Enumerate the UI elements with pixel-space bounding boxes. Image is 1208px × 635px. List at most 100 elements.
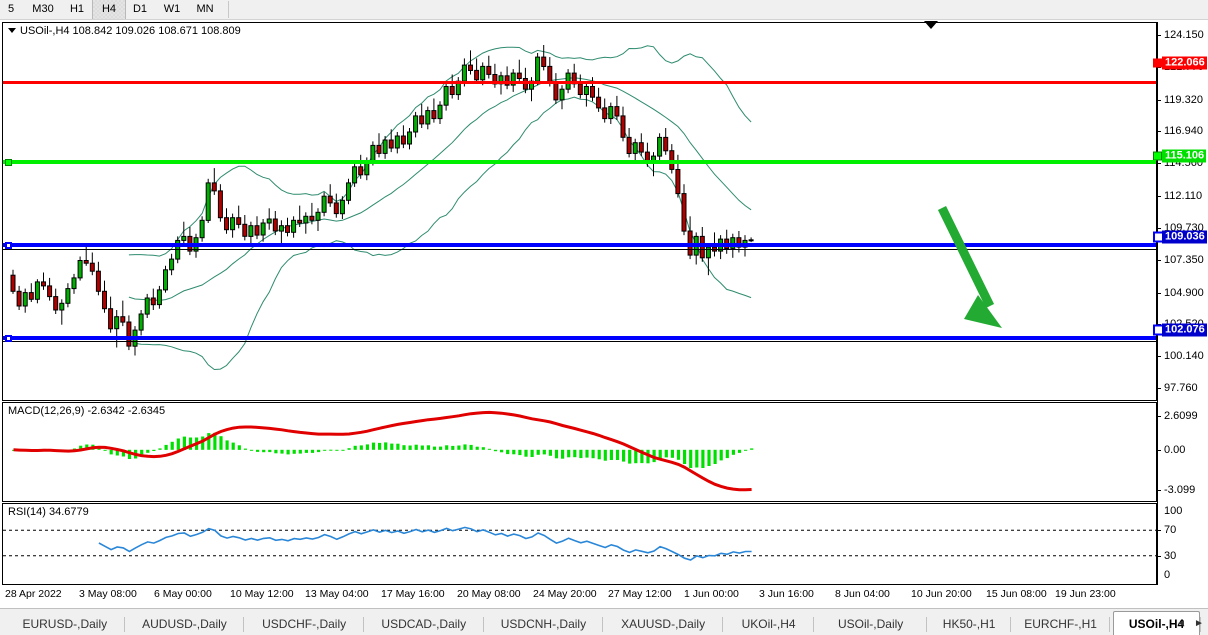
price-tick-label: 107.350	[1164, 253, 1204, 266]
macd-histogram-bar	[573, 449, 577, 458]
price-tick	[1157, 34, 1161, 36]
timeframe-button-d1[interactable]: D1	[132, 3, 148, 15]
candlestick	[583, 82, 589, 107]
tab-divider	[721, 617, 723, 632]
rsi-tick	[1157, 555, 1161, 557]
chart-tab[interactable]: XAUUSD-,Daily	[621, 617, 706, 631]
collapse-triangle-icon[interactable]	[8, 27, 16, 33]
price-level-tag[interactable]: 122.066	[1162, 56, 1207, 70]
support-line-109-handle[interactable]	[5, 242, 12, 249]
macd-pane[interactable]: MACD(12,26,9) -2.6342 -2.6345	[2, 402, 1157, 502]
price-level-tag[interactable]: 102.076	[1162, 323, 1207, 337]
chart-tab[interactable]: EURUSD-,Daily	[22, 617, 108, 631]
price-tick	[1157, 388, 1161, 390]
candlestick	[358, 154, 364, 179]
macd-histogram-bar	[463, 444, 467, 450]
candlestick	[53, 288, 59, 314]
macd-tick	[1157, 449, 1161, 451]
timeframe-button-m30[interactable]: M30	[32, 3, 54, 15]
chart-tab[interactable]: USDCAD-,Daily	[381, 617, 467, 631]
chart-tab-bar[interactable]: EURUSD-,Daily AUDUSD-,Daily USDCHF-,Daily U…	[0, 608, 1208, 635]
macd-histogram-bar	[585, 449, 589, 458]
support-line-115-handle[interactable]	[5, 159, 12, 166]
candlestick	[541, 45, 547, 71]
macd-histogram-bar	[445, 445, 449, 450]
chart-tab[interactable]: USDCNH-,Daily	[500, 617, 587, 631]
price-level-tag[interactable]: 109.036	[1162, 230, 1207, 244]
macd-histogram-bar	[750, 448, 754, 450]
timeframe-button-m5[interactable]: 5	[7, 3, 15, 15]
macd-histogram-bar	[500, 449, 504, 453]
macd-histogram-bar	[603, 449, 607, 461]
candlestick	[333, 193, 339, 218]
bb-mid-line	[128, 77, 752, 301]
time-axis-label: 10 May 12:00	[230, 588, 294, 600]
macd-histogram-bar	[341, 449, 345, 451]
tab-scroll-right-icon[interactable]: ►	[1194, 618, 1204, 629]
macd-histogram-bar	[384, 442, 388, 450]
macd-histogram-bar	[719, 449, 723, 461]
rsi-line	[98, 526, 752, 561]
macd-histogram-bar	[249, 449, 254, 451]
support-line-102-handle[interactable]	[5, 335, 12, 342]
chart-tab[interactable]: HK50-,H1	[942, 617, 996, 631]
chart-tab[interactable]: EURCHF-,H1	[1024, 617, 1097, 631]
bearish-arrow-annotation[interactable]	[3, 23, 1156, 400]
chart-tab[interactable]: USDCHF-,Daily	[262, 617, 347, 631]
candlestick	[211, 168, 217, 195]
macd-histogram-bar	[737, 449, 742, 453]
time-axis-label: 17 May 16:00	[381, 588, 445, 600]
macd-histogram-bar	[725, 449, 729, 459]
price-chart-pane[interactable]: USOil-,H4 108.842 109.026 108.671 108.80…	[2, 22, 1157, 401]
candlestick	[205, 178, 211, 223]
candlestick	[510, 69, 516, 92]
rsi-pane[interactable]: RSI(14) 34.6779	[2, 503, 1157, 585]
chart-tab[interactable]: AUDUSD-,Daily	[142, 617, 227, 631]
timeframe-button-mn[interactable]: MN	[196, 3, 214, 15]
timeframe-button-h4[interactable]: H4	[92, 0, 126, 19]
macd-series-canvas	[12, 410, 754, 492]
candlestick	[516, 59, 522, 83]
timeframe-button-w1[interactable]: W1	[163, 3, 181, 15]
support-line-115[interactable]	[3, 160, 1156, 164]
support-line-109[interactable]	[3, 243, 1156, 247]
price-tag-marker	[1153, 151, 1162, 161]
candlestick	[230, 213, 236, 238]
macd-histogram-bar	[274, 449, 278, 454]
macd-histogram-bar	[188, 437, 193, 450]
macd-histogram-bar	[561, 449, 565, 459]
candlestick	[339, 196, 345, 219]
candlestick	[199, 216, 205, 242]
price-level-tag[interactable]: 115.106	[1162, 149, 1207, 163]
macd-histogram-bar	[127, 449, 132, 459]
macd-histogram-bar	[158, 448, 162, 450]
tab-divider	[1200, 617, 1202, 632]
price-tick	[1157, 131, 1161, 133]
macd-histogram-bar	[365, 444, 369, 450]
macd-histogram-bar	[353, 445, 357, 450]
chart-tab[interactable]: UKOil-,H4	[1204, 613, 1208, 635]
chart-tab[interactable]: UKOil-,H4	[741, 617, 796, 631]
macd-histogram-bar	[439, 446, 443, 450]
candlestick	[309, 202, 315, 225]
price-scale[interactable]: 124.150121.770119.320116.940114.560112.1…	[1153, 22, 1208, 585]
macd-histogram-bar	[518, 449, 522, 456]
candlestick	[138, 310, 144, 336]
candlestick	[382, 136, 388, 159]
chart-tab[interactable]: USOil-,Daily	[837, 617, 904, 631]
macd-histogram-bar	[493, 449, 498, 452]
chart-tab[interactable]: USOil-,H4	[1112, 611, 1201, 635]
time-axis-label: 27 May 12:00	[608, 588, 672, 600]
candlestick	[474, 58, 480, 84]
macd-histogram-bar	[622, 449, 626, 462]
timeframe-button-h1[interactable]: H1	[69, 3, 85, 15]
macd-histogram-bar	[670, 449, 674, 458]
candlestick	[352, 162, 358, 187]
resistance-line-122[interactable]	[3, 81, 1156, 84]
tab-scroll-left-icon[interactable]: ◄	[1176, 618, 1186, 629]
tab-divider	[1108, 617, 1110, 632]
support-line-102[interactable]	[3, 336, 1156, 340]
toolbar-divider	[228, 1, 229, 18]
candlestick	[614, 95, 620, 120]
price-level-line-109	[3, 249, 1156, 250]
